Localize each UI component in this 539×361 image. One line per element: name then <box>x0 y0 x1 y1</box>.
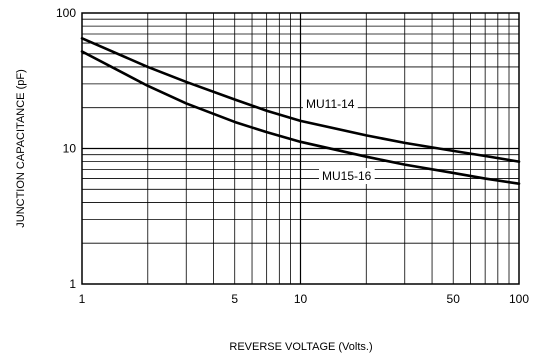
x-tick-label: 100 <box>509 292 529 306</box>
series-label-1: MU11-14 <box>306 97 355 111</box>
y-tick-label: 100 <box>56 6 76 20</box>
x-tick-labels: 1 5 10 50 100 <box>79 292 530 306</box>
y-tick-label: 1 <box>69 277 76 291</box>
x-axis-title: REVERSE VOLTAGE (Volts.) <box>229 341 372 353</box>
series-line-2 <box>80 50 521 185</box>
series-label-background <box>319 168 375 184</box>
x-tick-label: 50 <box>447 292 461 306</box>
x-tick-label: 1 <box>79 292 86 306</box>
series-group <box>80 37 521 185</box>
plot-frame <box>81 12 520 285</box>
y-tick-labels: 1 10 100 <box>56 6 76 291</box>
series-line-1 <box>80 37 521 163</box>
series-labels: MU11-14 MU15-16 <box>303 96 375 184</box>
y-tick-label: 10 <box>63 142 77 156</box>
x-tick-label: 10 <box>294 292 308 306</box>
series-label-background <box>303 96 358 112</box>
x-tick-label: 5 <box>231 292 238 306</box>
y-axis-title: JUNCTION CAPACITANCE (pF) <box>15 69 27 228</box>
series-label-2: MU15-16 <box>322 169 372 183</box>
